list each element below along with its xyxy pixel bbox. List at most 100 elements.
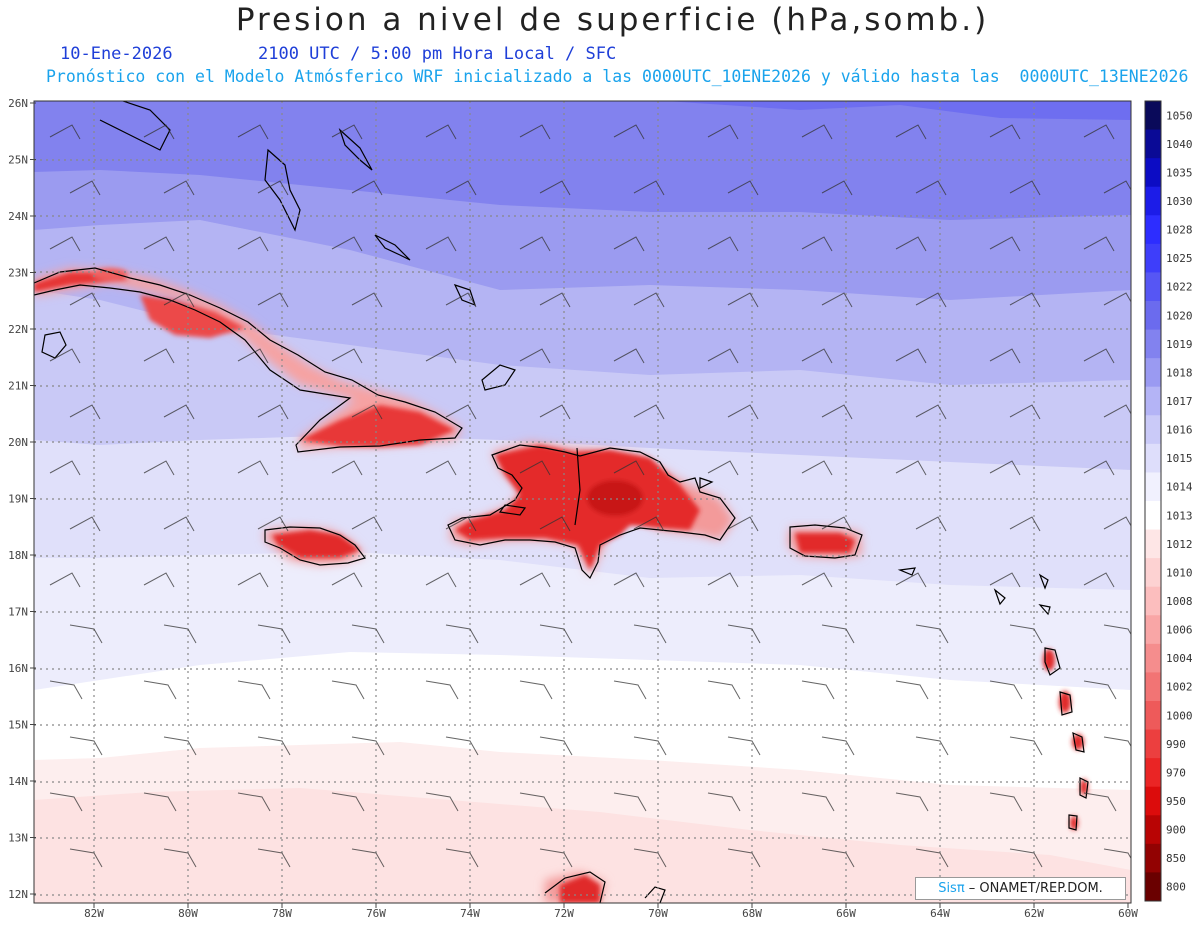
lat-label: 25N bbox=[8, 154, 28, 167]
legend-label: 1014 bbox=[1166, 481, 1193, 494]
lat-label: 21N bbox=[8, 380, 28, 393]
lat-label: 13N bbox=[8, 832, 28, 845]
wind-barb bbox=[331, 680, 365, 700]
wind-barb bbox=[237, 792, 271, 812]
lat-label: 22N bbox=[8, 323, 28, 336]
wind-barb bbox=[1103, 292, 1131, 306]
wind-barb bbox=[895, 236, 927, 252]
wind-barb bbox=[49, 572, 81, 588]
wind-barb bbox=[633, 516, 665, 532]
wind-barb bbox=[1083, 460, 1115, 476]
wind-barb bbox=[539, 180, 571, 196]
lat-label: 19N bbox=[8, 493, 28, 506]
wind-barb bbox=[1083, 348, 1115, 364]
wind-barb bbox=[915, 180, 947, 196]
wind-barb bbox=[989, 348, 1021, 364]
wind-barb bbox=[1009, 292, 1041, 308]
wind-barb bbox=[801, 236, 833, 252]
legend-swatch bbox=[1145, 243, 1161, 273]
wind-barb bbox=[895, 680, 929, 700]
wind-barb bbox=[257, 848, 291, 868]
wind-barb bbox=[821, 292, 853, 308]
wind-barb bbox=[1009, 404, 1041, 420]
wind-barb bbox=[633, 624, 667, 644]
lon-label: 72W bbox=[554, 907, 574, 920]
wind-barb bbox=[539, 404, 571, 420]
wind-barb bbox=[425, 236, 457, 252]
wind-barb bbox=[1083, 792, 1117, 812]
latitude-labels: 26N 25N 24N 23N 22N 21N 20N 19N 18N 17N 16N 15N 14N 1… bbox=[8, 97, 36, 901]
wind-barb bbox=[445, 624, 479, 644]
lon-label: 80W bbox=[178, 907, 198, 920]
wind-barb bbox=[163, 180, 195, 196]
wind-barb bbox=[1103, 404, 1131, 418]
legend-label: 1010 bbox=[1166, 566, 1193, 579]
wind-barb bbox=[613, 792, 647, 812]
coastlines bbox=[34, 101, 1089, 903]
lon-label: 62W bbox=[1024, 907, 1044, 920]
wind-barb bbox=[613, 124, 645, 140]
legend-label: 990 bbox=[1166, 738, 1186, 751]
wind-barb bbox=[143, 572, 175, 588]
longitude-labels: 82W 80W 78W 76W 74W 72W 70W 68W 66W 64W 62W 60W bbox=[84, 903, 1138, 920]
wind-barb bbox=[707, 572, 739, 588]
wind-barb bbox=[49, 124, 81, 140]
wind-barb bbox=[707, 680, 741, 700]
graticule bbox=[34, 101, 1131, 903]
wind-barb bbox=[69, 292, 101, 308]
wind-barb bbox=[1083, 236, 1115, 252]
legend-swatch bbox=[1145, 472, 1161, 502]
wind-barb bbox=[801, 348, 833, 364]
wind-barb bbox=[257, 180, 289, 196]
wind-barb bbox=[1103, 736, 1131, 748]
wind-barb bbox=[69, 516, 101, 532]
wind-barb bbox=[633, 404, 665, 420]
wind-barb bbox=[163, 292, 195, 308]
lat-label: 17N bbox=[8, 606, 28, 619]
wind-barb bbox=[163, 516, 195, 532]
wind-barb bbox=[539, 736, 573, 756]
wind-barb bbox=[895, 572, 927, 588]
wind-barb bbox=[425, 572, 457, 588]
credit-box: Sisπ – ONAMET/REP.DOM. bbox=[915, 877, 1126, 900]
wind-barb bbox=[539, 516, 571, 532]
lon-label: 74W bbox=[460, 907, 480, 920]
wind-barb bbox=[351, 848, 385, 868]
wind-barb bbox=[539, 848, 573, 868]
wind-barb bbox=[895, 348, 927, 364]
wind-barb bbox=[519, 680, 553, 700]
map-frame bbox=[33, 100, 1132, 904]
wind-barb bbox=[1083, 572, 1115, 588]
wind-barb bbox=[707, 236, 739, 252]
legend-swatch bbox=[1145, 643, 1161, 673]
credit-text: – ONAMET/REP.DOM. bbox=[964, 881, 1103, 896]
wind-barb bbox=[50, 905, 82, 923]
legend-label: 1025 bbox=[1166, 252, 1193, 265]
wind-barb bbox=[237, 460, 269, 476]
legend-swatch bbox=[1145, 872, 1161, 902]
wind-barb bbox=[727, 180, 759, 196]
legend-label: 1006 bbox=[1166, 624, 1193, 637]
wind-barb bbox=[989, 460, 1021, 476]
wind-barb bbox=[801, 124, 833, 140]
wind-barb bbox=[445, 736, 479, 756]
wind-barb bbox=[445, 404, 477, 420]
legend-swatch bbox=[1145, 301, 1161, 331]
wind-barb bbox=[426, 905, 458, 923]
wind-barb bbox=[257, 516, 289, 532]
credit-logo: Sisπ bbox=[938, 881, 965, 896]
wind-barb bbox=[801, 460, 833, 476]
wind-barb bbox=[895, 792, 929, 812]
wind-barb bbox=[237, 124, 269, 140]
wind-barb bbox=[727, 736, 761, 756]
wind-barb bbox=[915, 404, 947, 420]
wind-barb bbox=[707, 124, 739, 140]
wind-barb bbox=[143, 460, 175, 476]
legend-label: 1040 bbox=[1166, 138, 1193, 151]
legend-swatch bbox=[1145, 129, 1161, 159]
legend-swatch bbox=[1145, 186, 1161, 216]
legend-swatch bbox=[1145, 215, 1161, 245]
legend-swatch bbox=[1145, 701, 1161, 731]
wind-barb bbox=[1103, 180, 1131, 194]
